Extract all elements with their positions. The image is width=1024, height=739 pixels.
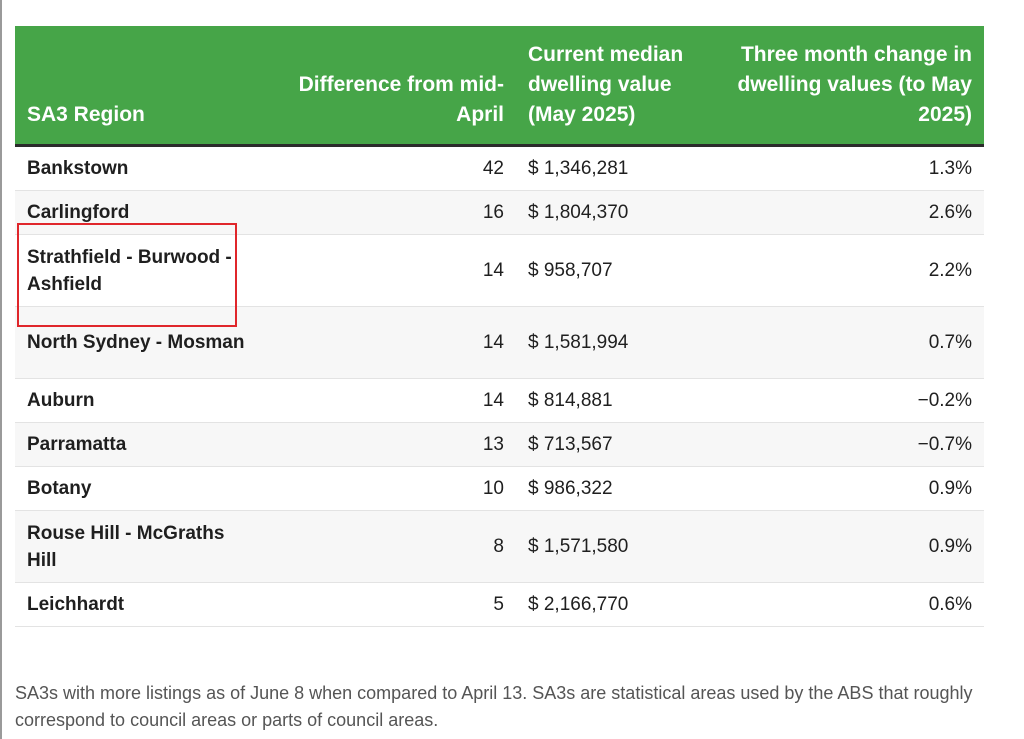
cell-difference: 10 [267,466,516,511]
table-header-row: SA3 Region Difference from mid-April Cur… [15,26,984,147]
table-row: Strathfield - Burwood - Ashfield 14 $ 95… [15,234,984,307]
cell-change: 2.2% [716,234,984,307]
left-border [0,0,2,739]
cell-median: $ 1,804,370 [516,190,716,235]
cell-median: $ 2,166,770 [516,582,716,627]
cell-difference: 42 [267,145,516,191]
table-row: Botany 10 $ 986,322 0.9% [15,466,984,511]
table-row: Rouse Hill - McGraths Hill 8 $ 1,571,580… [15,510,984,583]
table-caption: SA3s with more listings as of June 8 whe… [15,683,973,730]
header-difference: Difference from mid-April [267,26,516,147]
dwelling-values-table: SA3 Region Difference from mid-April Cur… [15,26,984,627]
cell-median: $ 1,581,994 [516,306,716,379]
cell-region: Auburn [15,378,267,423]
cell-region: Parramatta [15,422,267,467]
cell-median: $ 986,322 [516,466,716,511]
cell-median: $ 713,567 [516,422,716,467]
cell-region: Botany [15,466,267,511]
cell-change: 0.9% [716,510,984,583]
cell-change: 0.6% [716,582,984,627]
cell-difference: 13 [267,422,516,467]
table-row: Auburn 14 $ 814,881 −0.2% [15,378,984,423]
cell-change: −0.7% [716,422,984,467]
cell-median: $ 814,881 [516,378,716,423]
cell-difference: 14 [267,306,516,379]
table-row: Carlingford 16 $ 1,804,370 2.6% [15,190,984,235]
highlight-annotation-box [17,223,237,327]
cell-region: Bankstown [15,145,267,191]
cell-region: North Sydney - Mosman [15,306,267,379]
cell-median: $ 1,346,281 [516,145,716,191]
cell-difference: 16 [267,190,516,235]
cell-change: 2.6% [716,190,984,235]
cell-change: 0.9% [716,466,984,511]
table-row: North Sydney - Mosman 14 $ 1,581,994 0.7… [15,306,984,379]
cell-difference: 14 [267,234,516,307]
cell-median: $ 1,571,580 [516,510,716,583]
cell-region: Rouse Hill - McGraths Hill [15,510,267,583]
cell-median: $ 958,707 [516,234,716,307]
cell-region: Carlingford [15,190,267,235]
cell-change: −0.2% [716,378,984,423]
cell-difference: 14 [267,378,516,423]
table-row: Parramatta 13 $ 713,567 −0.7% [15,422,984,467]
cell-change: 1.3% [716,145,984,191]
cell-change: 0.7% [716,306,984,379]
table-row: Leichhardt 5 $ 2,166,770 0.6% [15,582,984,627]
cell-difference: 8 [267,510,516,583]
header-sa3-region: SA3 Region [15,26,267,147]
table-row: Bankstown 42 $ 1,346,281 1.3% [15,145,984,191]
header-three-month-change: Three month change in dwelling values (t… [716,26,984,147]
header-median-value: Current median dwelling value (May 2025) [516,26,716,147]
cell-region: Strathfield - Burwood - Ashfield [15,234,267,307]
cell-region: Leichhardt [15,582,267,627]
cell-difference: 5 [267,582,516,627]
